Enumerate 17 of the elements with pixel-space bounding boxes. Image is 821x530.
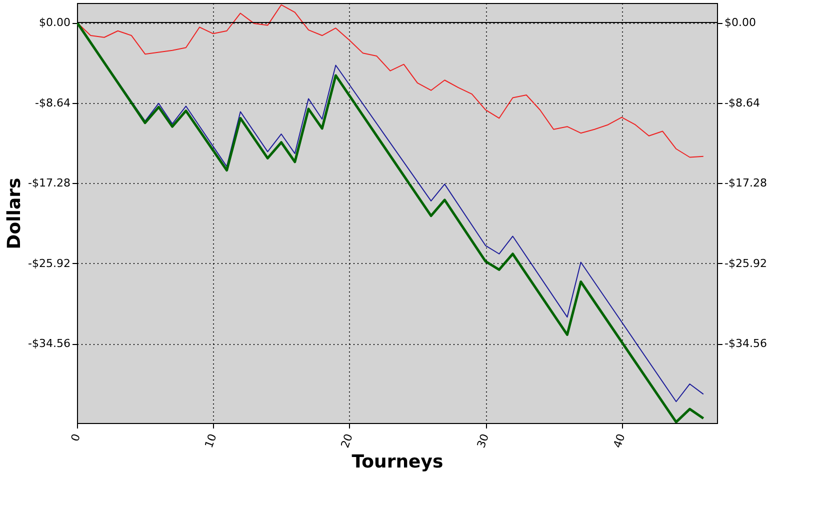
y-tick-label: -$8.64 — [35, 96, 70, 110]
x-tick-label: 10 — [202, 432, 220, 450]
y2-tick-label: -$17.28 — [724, 176, 767, 190]
x-tick-label: 40 — [610, 432, 628, 450]
y-tick-label: $0.00 — [39, 16, 70, 30]
y-axis-title: Dollars — [4, 178, 26, 250]
y2-tick-label: -$34.56 — [724, 337, 767, 350]
x-tick-label: 0 — [68, 432, 84, 444]
x-tick-label: 20 — [338, 432, 356, 450]
x-axis-title: Tourneys — [352, 451, 444, 472]
y2-tick-label: -$8.64 — [724, 96, 760, 110]
y2-tick-label: $0.00 — [724, 16, 756, 30]
y2-tick-label: -$25.92 — [724, 256, 767, 270]
y-tick-label: -$17.28 — [28, 176, 70, 190]
y-tick-label: -$34.56 — [28, 337, 70, 350]
y-tick-label: -$25.92 — [28, 256, 70, 270]
x-tick-label: 30 — [474, 432, 492, 450]
